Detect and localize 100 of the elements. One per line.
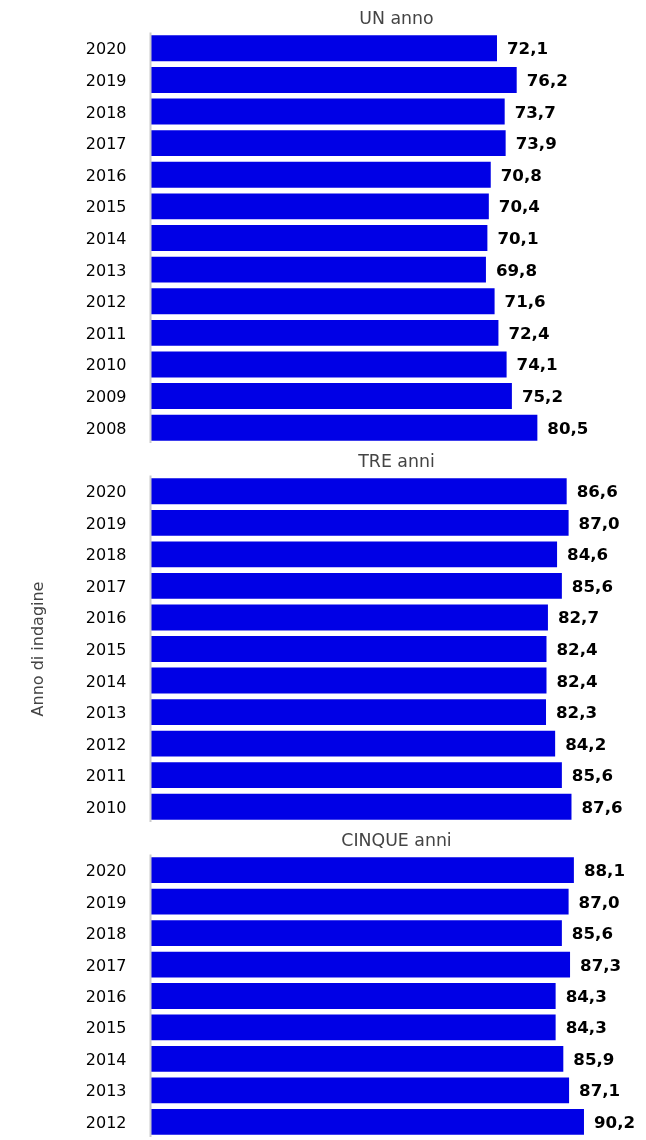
bar (150, 225, 488, 251)
bar (150, 667, 547, 694)
y-tick-label: 2009 (85, 387, 127, 407)
y-tick-label: 2010 (85, 797, 127, 817)
data-label: 84,3 (565, 1018, 607, 1038)
y-tick-label: 2017 (85, 955, 127, 975)
bar (150, 66, 517, 93)
bar (150, 636, 547, 662)
y-tick-label: 2015 (85, 640, 127, 659)
data-label: 71,6 (504, 292, 546, 312)
data-label: 73,7 (514, 102, 556, 122)
bar (150, 1014, 556, 1041)
y-tick-label: 2016 (85, 165, 127, 185)
chart-title: UN anno (359, 7, 434, 28)
y-tick-label: 2010 (85, 355, 127, 375)
bar (150, 730, 556, 757)
y-tick-label: 2017 (85, 134, 127, 154)
data-label: 87,0 (578, 513, 620, 533)
y-tick-label: 2013 (85, 703, 127, 723)
data-label: 85,6 (571, 576, 613, 596)
y-axis-title: Anno di indagine (27, 581, 47, 717)
bar (150, 541, 558, 568)
bar (150, 951, 571, 978)
y-tick-label: 2011 (85, 766, 127, 786)
bar (150, 1046, 564, 1072)
bar (150, 1108, 584, 1135)
data-label: 80,5 (547, 418, 589, 438)
data-label: 85,6 (571, 924, 613, 944)
bar (150, 351, 507, 378)
bar (150, 130, 506, 157)
chart-title: CINQUE anni (341, 829, 452, 850)
y-tick-label: 2016 (85, 987, 127, 1006)
data-label: 82,4 (556, 671, 598, 691)
bar (150, 319, 499, 346)
y-tick-label: 2012 (85, 734, 127, 754)
data-label: 73,9 (515, 134, 557, 154)
data-label: 82,4 (556, 640, 598, 659)
y-tick-label: 2015 (85, 197, 127, 217)
bar (150, 256, 486, 283)
y-tick-label: 2019 (85, 892, 127, 912)
bar (150, 509, 569, 536)
bar (150, 572, 562, 599)
y-tick-label: 2018 (85, 924, 127, 944)
data-label: 69,8 (495, 260, 538, 280)
bar (150, 888, 569, 915)
data-label: 72,1 (507, 39, 549, 59)
data-label: 84,2 (565, 734, 607, 754)
data-label: 70,8 (500, 165, 542, 185)
bar (150, 288, 495, 315)
y-tick-label: 2012 (85, 292, 127, 312)
y-tick-label: 2014 (85, 1049, 127, 1069)
data-label: 87,1 (579, 1081, 621, 1101)
data-label: 87,6 (581, 797, 623, 817)
data-label: 84,3 (565, 987, 607, 1006)
bar (150, 98, 505, 125)
data-label: 87,3 (580, 955, 622, 975)
bar (150, 161, 491, 188)
data-label: 82,7 (557, 608, 600, 628)
bar (150, 383, 512, 410)
y-tick-label: 2020 (85, 482, 127, 502)
data-label: 72,4 (508, 323, 550, 343)
y-tick-label: 2018 (85, 102, 127, 122)
data-label: 75,2 (521, 387, 563, 407)
bar (150, 1077, 570, 1104)
y-tick-label: 2015 (85, 1018, 127, 1038)
data-label: 70,1 (497, 229, 539, 248)
chart-title: TRE anni (357, 450, 435, 471)
y-tick-label: 2013 (85, 1081, 127, 1101)
data-label: 85,9 (573, 1049, 615, 1069)
bar (150, 604, 548, 631)
bar (150, 699, 547, 726)
y-tick-label: 2019 (85, 70, 127, 90)
bar (150, 35, 497, 62)
data-label: 86,6 (576, 482, 618, 502)
data-label: 84,6 (567, 545, 609, 565)
bar (150, 478, 567, 505)
bar (150, 762, 562, 789)
y-tick-label: 2017 (85, 576, 127, 596)
bar (150, 983, 556, 1009)
y-tick-label: 2014 (85, 229, 127, 248)
data-label: 88,1 (583, 861, 625, 881)
y-tick-label: 2020 (85, 861, 127, 881)
bar (150, 920, 562, 946)
y-tick-label: 2013 (85, 260, 127, 280)
data-label: 70,4 (498, 197, 540, 217)
data-label: 82,3 (556, 703, 598, 723)
y-tick-label: 2016 (85, 608, 127, 628)
y-tick-label: 2011 (85, 323, 127, 343)
y-tick-label: 2020 (85, 39, 127, 59)
y-tick-label: 2012 (85, 1112, 127, 1132)
data-label: 85,6 (571, 766, 613, 786)
y-tick-label: 2014 (85, 671, 127, 691)
data-label: 74,1 (516, 355, 558, 375)
bar (150, 414, 538, 441)
bar (150, 793, 572, 820)
bar (150, 193, 489, 220)
data-label: 90,2 (593, 1112, 636, 1132)
data-label: 76,2 (526, 70, 568, 90)
y-tick-label: 2008 (85, 418, 127, 438)
y-tick-label: 2018 (85, 545, 127, 565)
